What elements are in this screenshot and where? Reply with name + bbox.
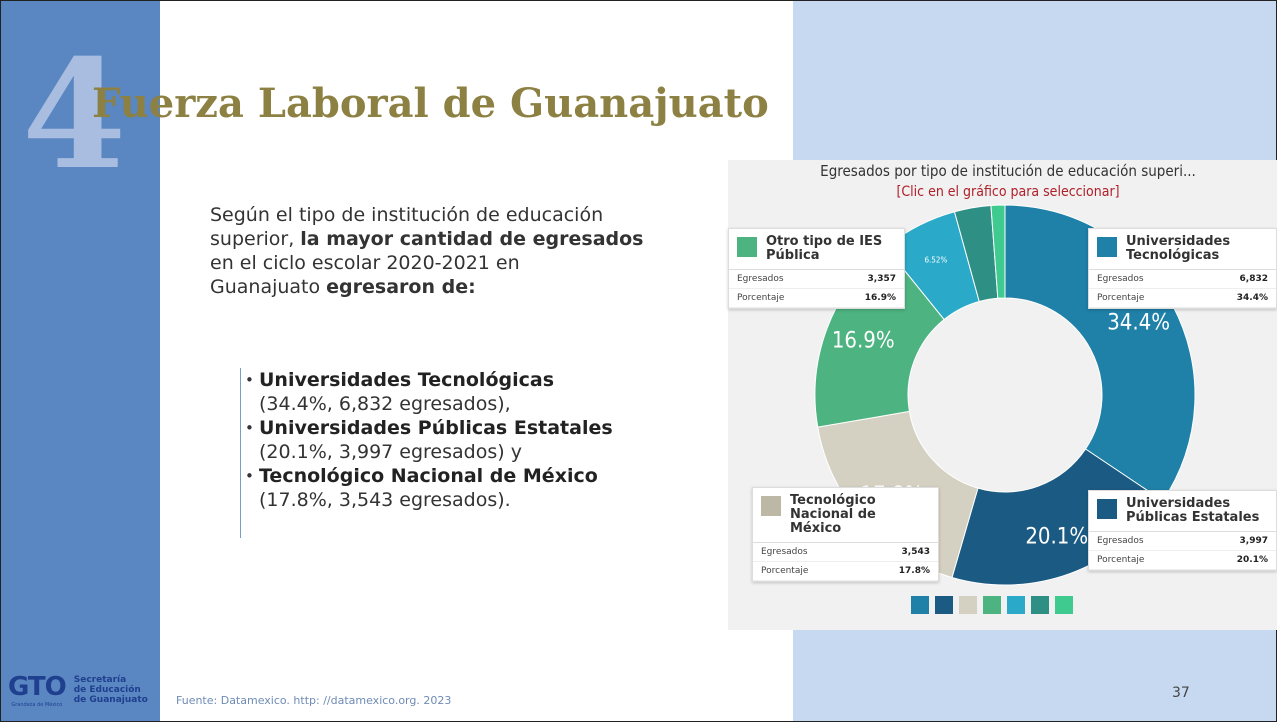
card-row: Porcentaje 34.4% bbox=[1089, 289, 1276, 308]
side-strip bbox=[1, 1, 160, 721]
card-header: Universidades Públicas Estatales bbox=[1089, 491, 1276, 532]
logo-org: de Guanajuato bbox=[73, 695, 148, 705]
card-icon bbox=[1097, 499, 1117, 519]
card-header: Universidades Tecnológicas bbox=[1089, 229, 1276, 270]
bold-text: egresaron de: bbox=[326, 276, 476, 298]
intro-line: en el ciclo escolar 2020-2021 en bbox=[210, 251, 643, 275]
intro-line: superior, la mayor cantidad de egresados bbox=[210, 227, 643, 251]
card-row-value: 17.8% bbox=[898, 566, 930, 576]
card-row-value: 3,543 bbox=[901, 547, 930, 557]
tooltip-card: Universidades Públicas Estatales Egresados… bbox=[1088, 490, 1277, 571]
intro-line: Según el tipo de institución de educació… bbox=[210, 203, 643, 227]
tooltip-card: Tecnológico Nacional de México Egresados 3,5… bbox=[752, 487, 939, 582]
card-header: Otro tipo de IES Pública bbox=[729, 229, 904, 270]
card-row: Porcentaje 17.8% bbox=[753, 562, 938, 581]
card-title: Universidades Públicas Estatales bbox=[1126, 497, 1259, 525]
card-row-label: Egresados bbox=[1097, 274, 1144, 284]
slice bbox=[990, 204, 1006, 299]
bullet-name: Universidades Públicas Estatales bbox=[259, 417, 613, 439]
card-row: Egresados 3,357 bbox=[729, 270, 904, 289]
text: superior, bbox=[210, 228, 301, 250]
page-number: 37 bbox=[1172, 685, 1190, 701]
card-title-line: Tecnológico bbox=[790, 493, 876, 508]
card-title-line: Otro tipo de IES bbox=[766, 234, 883, 249]
card-row-label: Porcentaje bbox=[1097, 555, 1145, 565]
slice-label: 16.9% bbox=[832, 328, 895, 353]
text: Según el tipo de institución de educació… bbox=[210, 204, 604, 226]
slide-title: Fuerza Laboral de Guanajuato bbox=[92, 80, 769, 127]
card-title-line: Públicas Estatales bbox=[1126, 510, 1260, 525]
card-title-line: Universidades bbox=[1126, 234, 1231, 249]
logo-tagline: Grandeza de México bbox=[11, 702, 63, 708]
card-row-value: 34.4% bbox=[1236, 293, 1268, 303]
card-row-label: Porcentaje bbox=[1097, 293, 1145, 303]
card-row-value: 3,997 bbox=[1239, 536, 1268, 546]
bullet-detail: (17.8%, 3,543 egresados). bbox=[259, 489, 511, 511]
tooltip-card: Otro tipo de IES Pública Egresados 3,357 Por… bbox=[728, 228, 905, 309]
card-row: Porcentaje 16.9% bbox=[729, 289, 904, 308]
card-row: Egresados 3,543 bbox=[753, 543, 938, 562]
slice-label: 34.4% bbox=[1107, 311, 1170, 336]
intro-line: Guanajuato egresaron de: bbox=[210, 275, 643, 299]
card-row-value: 20.1% bbox=[1236, 555, 1268, 565]
slice-label: 6.52% bbox=[924, 256, 947, 265]
chart-subtitle: [Clic en el gráfico para seleccionar] bbox=[896, 184, 1119, 200]
bullet: Tecnológico Nacional de México(17.8%, 3,… bbox=[245, 464, 613, 512]
card-icon bbox=[1097, 237, 1117, 257]
card-row: Egresados 6,832 bbox=[1089, 270, 1276, 289]
card-title-line: Nacional de bbox=[790, 507, 876, 522]
card-row-value: 6,832 bbox=[1239, 274, 1268, 284]
intro: Según el tipo de institución de educació… bbox=[210, 203, 643, 299]
bullet-list: Universidades Tecnológicas(34.4%, 6,832 … bbox=[240, 368, 613, 538]
logo-mark: GTO bbox=[8, 672, 67, 702]
card-row: Egresados 3,997 bbox=[1089, 532, 1276, 551]
bullet: Universidades Tecnológicas(34.4%, 6,832 … bbox=[245, 368, 613, 416]
text: en el ciclo escolar 2020-2021 en bbox=[210, 252, 520, 274]
logo-org: de Educación bbox=[73, 685, 141, 695]
source: Fuente: Datamexico. http: //datamexico.o… bbox=[176, 694, 452, 707]
logo-org: Secretaría bbox=[73, 675, 127, 685]
card-icon bbox=[761, 496, 781, 516]
card-row-value: 16.9% bbox=[864, 293, 896, 303]
bullet-detail: (34.4%, 6,832 egresados), bbox=[259, 393, 511, 415]
card-row-label: Egresados bbox=[737, 274, 784, 284]
card-row-label: Porcentaje bbox=[761, 566, 809, 576]
chart-title: Egresados por tipo de institución de edu… bbox=[820, 162, 1196, 180]
card-icon bbox=[737, 237, 757, 257]
bold-text: la mayor cantidad de egresados bbox=[300, 228, 644, 250]
text: Guanajuato bbox=[210, 276, 327, 298]
card-title: Tecnológico Nacional de México bbox=[790, 494, 876, 536]
card-row-label: Egresados bbox=[761, 547, 808, 557]
card-title-line: México bbox=[790, 521, 842, 536]
bullet-detail: (20.1%, 3,997 egresados) y bbox=[259, 441, 522, 463]
slice-label: 20.1% bbox=[1025, 524, 1088, 549]
big-number: 4 bbox=[22, 27, 127, 203]
card-title-line: Pública bbox=[766, 248, 820, 263]
card-title-line: Universidades bbox=[1126, 496, 1231, 511]
card-row: Porcentaje 20.1% bbox=[1089, 551, 1276, 570]
tooltip-card: Universidades Tecnológicas Egresados 6,832 P… bbox=[1088, 228, 1277, 309]
card-title: Otro tipo de IES Pública bbox=[766, 235, 882, 263]
icon-row bbox=[911, 596, 1073, 614]
bullet-name: Tecnológico Nacional de México bbox=[259, 465, 598, 487]
card-title-line: Tecnológicas bbox=[1126, 248, 1220, 263]
card-row-label: Porcentaje bbox=[737, 293, 785, 303]
card-header: Tecnológico Nacional de México bbox=[753, 488, 938, 543]
logo: GTO Grandeza de México Secretaría de Educ… bbox=[8, 672, 148, 708]
bullet: Universidades Públicas Estatales(20.1%, … bbox=[245, 416, 613, 464]
card-row-value: 3,357 bbox=[867, 274, 896, 284]
card-row-label: Egresados bbox=[1097, 536, 1144, 546]
bullet-name: Universidades Tecnológicas bbox=[259, 369, 555, 391]
card-title: Universidades Tecnológicas bbox=[1126, 235, 1230, 263]
